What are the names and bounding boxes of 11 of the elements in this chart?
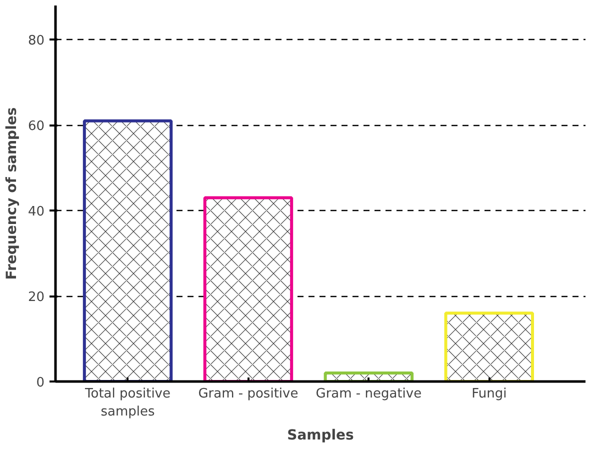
y-tick-label: 0 [36, 376, 45, 390]
y-tick-label: 80 [28, 34, 45, 49]
x-tick-label: Fungi [472, 386, 507, 402]
x-tick-label: Gram - negative [316, 386, 422, 402]
y-axis-title: Frequency of samples [4, 107, 20, 280]
y-tick-label: 60 [28, 119, 45, 134]
x-axis-title: Samples [287, 428, 354, 444]
x-tick-label: Total positive samples [84, 386, 171, 420]
y-tick-label: 20 [28, 290, 45, 306]
y-tick-label: 40 [28, 204, 45, 220]
x-tick-label: Gram - positive [198, 386, 298, 402]
